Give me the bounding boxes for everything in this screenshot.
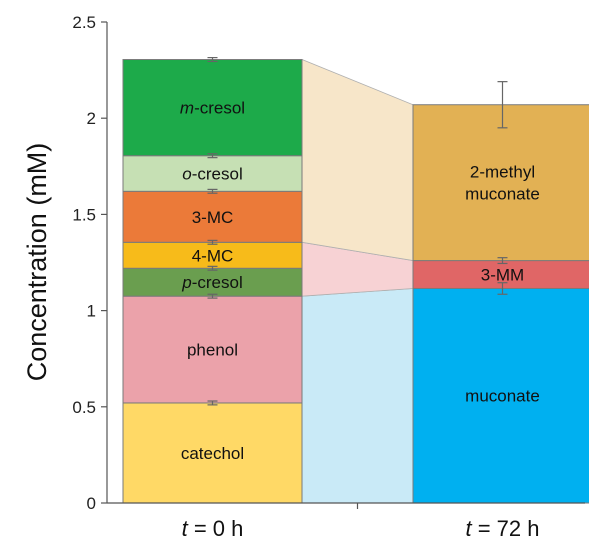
x-category-rest: = 0 h [188,516,244,541]
error-bars [207,56,508,406]
x-category-label-1: t = 72 h [465,516,539,541]
segment-label-text: -cresol [192,165,243,184]
segment-label-italic: p [181,273,191,292]
segment-label-text: 3-MC [192,208,234,227]
segment-label-0-0: catechol [181,444,244,463]
segment-label-0-4: 3-MC [192,208,234,227]
bar-segment-0-0 [122,402,303,504]
error-bar-0-1 [207,293,218,299]
segment-label-0-1: phenol [187,341,238,360]
bars: catecholphenolp-cresol4-MC3-MCo-cresolm-… [122,59,589,504]
segment-label-0-3: 4-MC [192,246,234,265]
y-axis-label: Concentration (mM) [22,143,52,382]
error-bar-0-3 [207,239,218,245]
error-bar-1-1 [497,257,508,265]
segment-label-text: catechol [181,444,244,463]
error-bar-0-4 [207,188,218,194]
error-bar-0-5 [207,153,218,159]
connector-0 [301,288,414,504]
segment-label-text: 3-MM [481,266,524,285]
segment-label-italic: o [182,165,191,184]
y-tick-label-5: 2.5 [72,13,96,32]
error-bar-1-0 [497,282,508,295]
bar-connectors [301,58,414,504]
segment-label-text: phenol [187,341,238,360]
error-bar-0-2 [207,265,218,271]
segment-label-text: -cresol [194,99,245,118]
x-category-rest: = 72 h [472,516,540,541]
error-bar-0-6 [207,56,218,63]
segment-label-italic: m [180,99,194,118]
segment-label-0-5: o-cresol [182,165,242,184]
error-bar-1-2 [497,81,508,129]
bar-segment-1-2 [412,104,589,262]
segment-label-1-1: 3-MM [481,266,524,285]
y-tick-label-2: 1 [87,302,96,321]
segment-label-0-2: p-cresol [181,273,242,292]
connector-2 [301,58,414,262]
segment-label-1-2-0: 2-methyl [470,163,535,182]
segment-label-text: 4-MC [192,246,234,265]
y-tick-label-3: 1.5 [72,205,96,224]
segment-label-1-2-1: muconate [465,185,540,204]
segment-label-0-6: m-cresol [180,99,245,118]
x-category-label-0: t = 0 h [182,516,244,541]
y-tick-label-0: 0 [87,494,96,513]
x-category-var: t [182,516,189,541]
segment-label-text: -cresol [192,273,243,292]
bar-segment-0-6 [122,59,303,157]
x-category-var: t [465,516,472,541]
y-tick-label-1: 0.5 [72,398,96,417]
y-tick-label-4: 2 [87,109,96,128]
bar-segment-0-2 [122,267,303,297]
segment-label-1-0: muconate [465,387,540,406]
error-bar-0-0 [207,400,218,406]
segment-label-text: muconate [465,387,540,406]
